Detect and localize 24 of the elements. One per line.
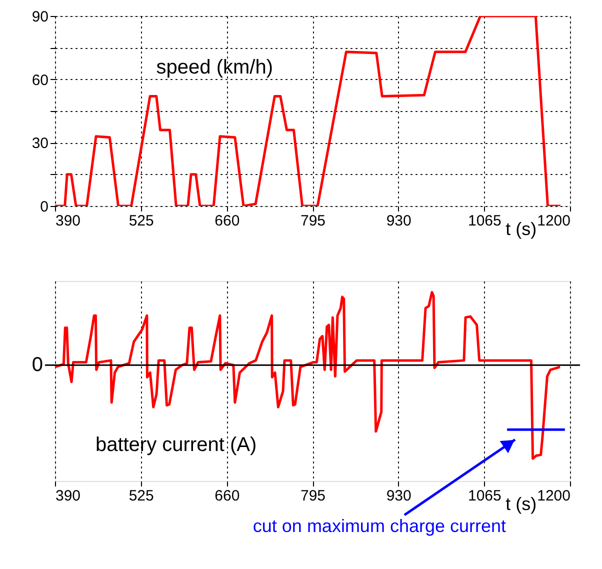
x-axis-title: t (s)	[506, 219, 537, 239]
y-tick-label: 90	[32, 8, 48, 26]
x-tick-label: 390	[56, 488, 81, 504]
line-series	[55, 16, 562, 206]
x-tick-label: 1200	[537, 212, 570, 230]
x-tick-label: 795	[300, 212, 326, 230]
x-tick-label: 1065	[468, 488, 502, 504]
y-axis-title: battery current (A)	[95, 434, 257, 456]
x-axis-title: t (s)	[506, 494, 537, 514]
x-tick-label: 930	[386, 488, 412, 504]
y-tick-label: 30	[32, 135, 48, 152]
y-tick-label: 60	[32, 72, 48, 89]
x-tick-label: 795	[300, 488, 326, 504]
text: cut on maximum charge current	[252, 516, 506, 536]
x-tick-label: 660	[214, 212, 240, 230]
x-tick-label: 930	[386, 212, 412, 230]
y-axis-title: speed (km/h)	[156, 56, 274, 78]
x-tick-label: 1200	[537, 488, 570, 504]
x-tick-label: 390	[56, 212, 81, 230]
x-tick-label: 660	[214, 488, 240, 504]
x-tick-label: 1065	[468, 212, 502, 230]
x-tick-label: 525	[128, 212, 154, 230]
x-tick-label: 525	[128, 488, 154, 504]
y-tick-label: 0	[40, 198, 48, 216]
